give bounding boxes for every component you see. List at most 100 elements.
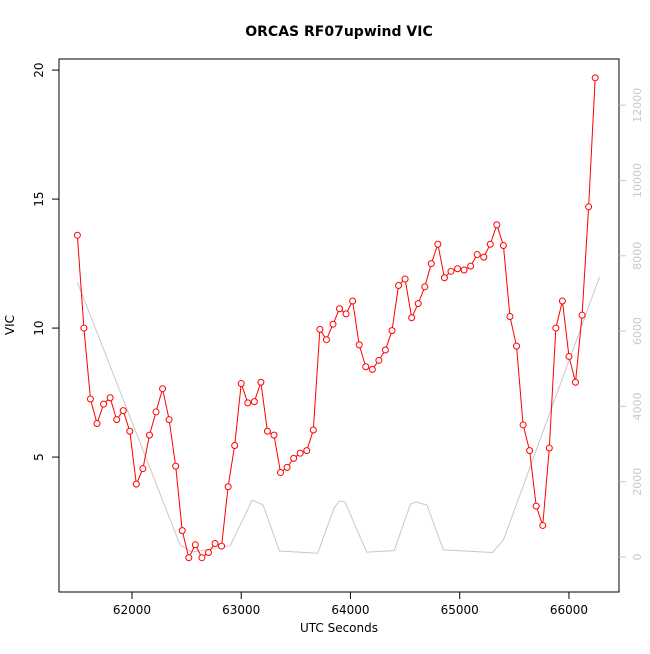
point	[395, 282, 403, 290]
point	[303, 447, 311, 455]
point	[296, 449, 304, 457]
point	[526, 447, 534, 455]
point	[349, 297, 357, 305]
point	[362, 363, 370, 371]
point	[329, 320, 337, 328]
point	[224, 483, 232, 491]
point	[290, 454, 298, 462]
point	[277, 469, 285, 477]
point	[342, 310, 350, 318]
point	[486, 240, 494, 248]
point	[113, 416, 121, 424]
point	[519, 421, 527, 429]
point	[86, 395, 94, 403]
point	[283, 463, 291, 471]
point	[139, 465, 147, 473]
point	[381, 346, 389, 354]
point	[552, 324, 560, 332]
point	[499, 242, 507, 250]
x-axis-label: UTC Seconds	[300, 621, 378, 635]
point	[73, 231, 81, 239]
point	[473, 251, 481, 259]
point	[145, 431, 153, 439]
point	[119, 407, 127, 415]
point	[434, 240, 442, 248]
point	[493, 221, 501, 229]
point	[322, 336, 330, 344]
point	[316, 325, 324, 333]
point	[100, 400, 108, 408]
y2-tick-label: 8000	[631, 242, 644, 270]
point	[244, 399, 252, 407]
y2-tick-label: 2000	[631, 468, 644, 496]
point	[539, 521, 547, 529]
y2-tick-label: 4000	[631, 392, 644, 420]
point	[572, 378, 580, 386]
point	[558, 297, 566, 305]
point	[447, 267, 455, 275]
point	[368, 365, 376, 373]
point	[250, 398, 258, 406]
point	[480, 253, 488, 261]
x-tick-label: 64000	[331, 603, 369, 617]
point	[454, 265, 462, 273]
x-tick-label: 65000	[441, 603, 479, 617]
point	[460, 266, 468, 274]
point	[336, 305, 344, 313]
point	[467, 262, 475, 270]
point	[506, 312, 514, 320]
point	[414, 300, 422, 308]
point	[191, 541, 199, 549]
point	[565, 352, 573, 360]
point	[440, 274, 448, 282]
point	[591, 74, 599, 82]
point	[80, 324, 88, 332]
point	[159, 385, 167, 393]
point	[198, 554, 206, 562]
y2-tick-label: 10000	[631, 163, 644, 198]
point	[106, 394, 114, 402]
point	[532, 502, 540, 510]
point	[421, 283, 429, 291]
point	[204, 549, 212, 557]
point	[257, 378, 265, 386]
point	[231, 441, 239, 449]
point	[401, 275, 409, 283]
point	[355, 341, 363, 349]
plot-box	[58, 58, 620, 593]
point	[309, 426, 317, 434]
point	[270, 431, 278, 439]
y-axis-label: VIC	[3, 315, 17, 335]
point	[427, 260, 435, 268]
point	[375, 356, 383, 364]
y2-tick-label: 12000	[631, 88, 644, 123]
point	[585, 203, 593, 211]
y-tick-label: 10	[32, 320, 46, 335]
y-tick-label: 20	[32, 62, 46, 77]
point	[218, 542, 226, 550]
point	[165, 416, 173, 424]
point	[93, 420, 101, 428]
point	[211, 539, 219, 547]
point	[132, 480, 140, 488]
y2-tick-label: 6000	[631, 317, 644, 345]
point	[237, 380, 245, 388]
point	[578, 311, 586, 319]
y2-tick-label: 0	[631, 553, 644, 560]
x-tick-label: 66000	[550, 603, 588, 617]
point	[545, 444, 553, 452]
series-line	[76, 77, 596, 560]
series-line	[76, 276, 601, 554]
point	[172, 462, 180, 470]
y-tick-label: 5	[32, 453, 46, 461]
point	[408, 314, 416, 322]
y-tick-label: 15	[32, 191, 46, 206]
point	[152, 408, 160, 416]
point	[185, 554, 193, 562]
x-tick-label: 62000	[113, 603, 151, 617]
point	[388, 327, 396, 335]
point	[263, 427, 271, 435]
x-tick-label: 63000	[222, 603, 260, 617]
